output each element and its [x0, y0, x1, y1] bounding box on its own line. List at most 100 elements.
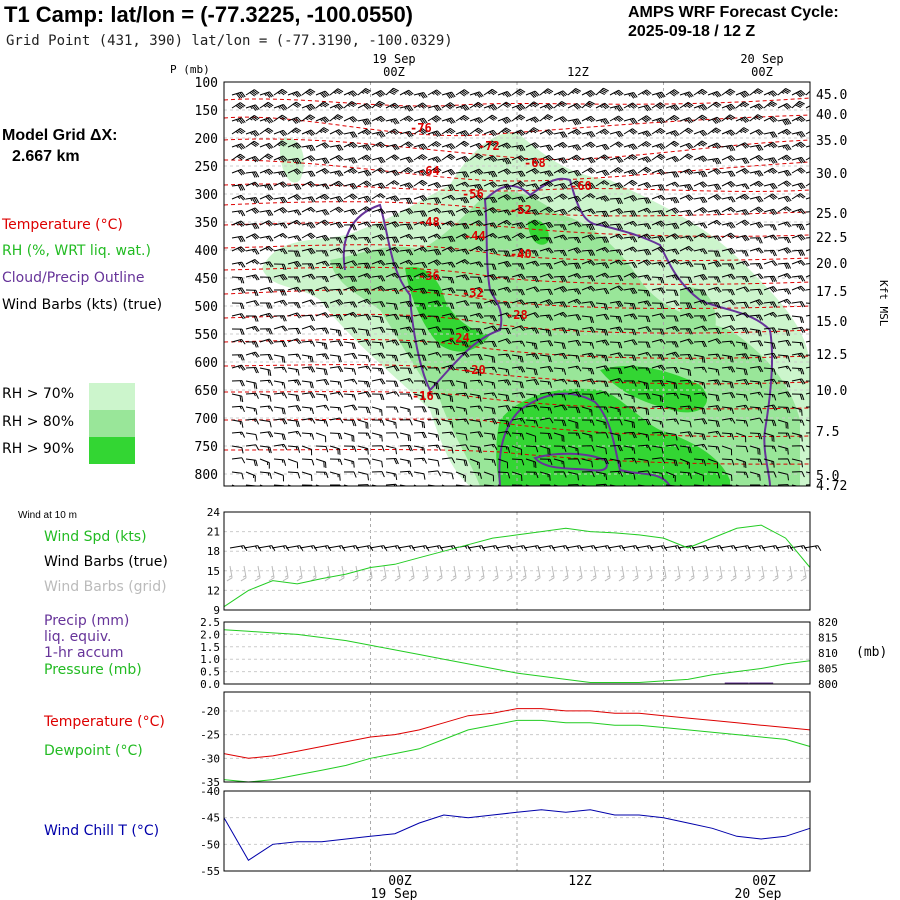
wind-barb — [315, 471, 329, 479]
pressure-right-tick: 815 — [818, 632, 838, 645]
wind-barb — [385, 419, 397, 429]
pressure-right-tick: 810 — [818, 647, 838, 660]
wind-barb — [329, 380, 342, 388]
wind-barb — [651, 338, 666, 345]
wind-barb — [581, 367, 595, 375]
top-time-00z-a: 00Z — [383, 65, 405, 79]
legend-sfc-temperature: Temperature (°C) — [44, 714, 165, 730]
wind-barb — [539, 180, 554, 188]
wind-barb — [441, 380, 455, 387]
wind-barb — [455, 325, 470, 332]
wind-barb — [287, 157, 302, 165]
pressure-tick: 450 — [195, 272, 218, 287]
wind-barb — [511, 432, 525, 440]
wind-barb — [791, 432, 803, 442]
wind-barb — [763, 224, 777, 231]
wind-barb — [581, 193, 596, 200]
wind-barb — [371, 131, 386, 138]
wind-barb — [497, 458, 509, 469]
temp-label-60: -60 — [570, 179, 592, 193]
wind-barb — [371, 141, 386, 149]
wind-barb — [609, 259, 624, 266]
wind-barb — [567, 365, 582, 372]
pressure-tick: 150 — [195, 104, 218, 119]
isotherm-28 — [224, 364, 810, 385]
wind-barb — [329, 273, 344, 280]
wind-barb — [721, 406, 734, 415]
wind-barb — [301, 206, 316, 213]
wind-barb — [763, 484, 771, 486]
wind-barb — [735, 260, 750, 267]
wind-barb — [371, 445, 385, 452]
wind-barb — [609, 156, 624, 164]
wind-barb — [539, 445, 551, 455]
wind-barb — [721, 170, 736, 178]
wind-barb — [455, 289, 469, 297]
wind-barb — [231, 261, 246, 268]
windchill-line — [223, 809, 811, 862]
wind-barb — [399, 367, 413, 375]
wind-barb — [777, 180, 792, 187]
wind-barb — [315, 219, 330, 226]
wind-barb — [525, 142, 540, 149]
wind-barb — [632, 565, 639, 582]
wind-barb — [455, 130, 470, 137]
wind-barb — [455, 248, 470, 255]
wind-barb — [651, 380, 665, 387]
wind-barb — [469, 142, 484, 150]
wind-barb — [525, 484, 532, 486]
wind-barb — [665, 222, 680, 230]
wind-barb — [273, 114, 288, 122]
wind-barb — [721, 392, 736, 399]
wind-barb — [245, 171, 260, 178]
wind-barb — [287, 471, 301, 479]
wind-barb — [777, 273, 792, 279]
wind-barb — [357, 432, 371, 439]
wind-barb — [721, 417, 736, 424]
wind-barb — [511, 380, 524, 389]
wind-barb — [763, 249, 777, 257]
wind-barb — [511, 471, 523, 482]
wind-barb — [553, 301, 568, 308]
wind-barb — [469, 338, 484, 345]
wind-barb — [469, 209, 484, 217]
wind-barb — [805, 314, 810, 317]
wind-barb — [679, 117, 694, 124]
wind-barb — [371, 115, 386, 123]
wind-barb — [296, 565, 303, 582]
wind-barb — [721, 247, 736, 255]
wind-barb — [721, 380, 734, 389]
wind-barb — [609, 182, 624, 189]
wind-barb — [399, 167, 414, 174]
wind-barb — [301, 299, 316, 306]
wind-barb — [735, 393, 748, 401]
wind-barb — [441, 364, 456, 371]
wind-barb — [693, 274, 708, 281]
wind-barb — [231, 168, 246, 176]
wind-barb — [385, 236, 400, 244]
wind-barb — [427, 130, 442, 138]
wind-barb — [301, 103, 316, 111]
wind-barb — [455, 392, 469, 399]
wind-barb — [721, 129, 736, 137]
wind-barb — [357, 169, 372, 177]
top-date-19sep: 19 Sep — [372, 52, 415, 66]
wind-barb — [707, 302, 721, 309]
wind-barb — [399, 130, 414, 138]
wind-barb — [352, 565, 359, 582]
wind-barb — [777, 298, 792, 305]
wind-barb — [483, 299, 498, 306]
wind-barb — [427, 141, 442, 148]
wind-barb — [441, 220, 456, 228]
wind-barb — [763, 286, 778, 293]
rh-80-region — [330, 191, 800, 486]
windchill-panel: -40 -45 -50 -55 — [200, 785, 811, 878]
wind-barb — [497, 353, 512, 360]
wind-barb — [623, 302, 637, 310]
wind-barb — [525, 379, 540, 386]
wind-barb — [399, 300, 414, 308]
wind-barb — [427, 259, 442, 266]
wind-barb — [385, 354, 399, 362]
wind-barb — [371, 223, 385, 231]
wind-barb — [245, 89, 260, 97]
